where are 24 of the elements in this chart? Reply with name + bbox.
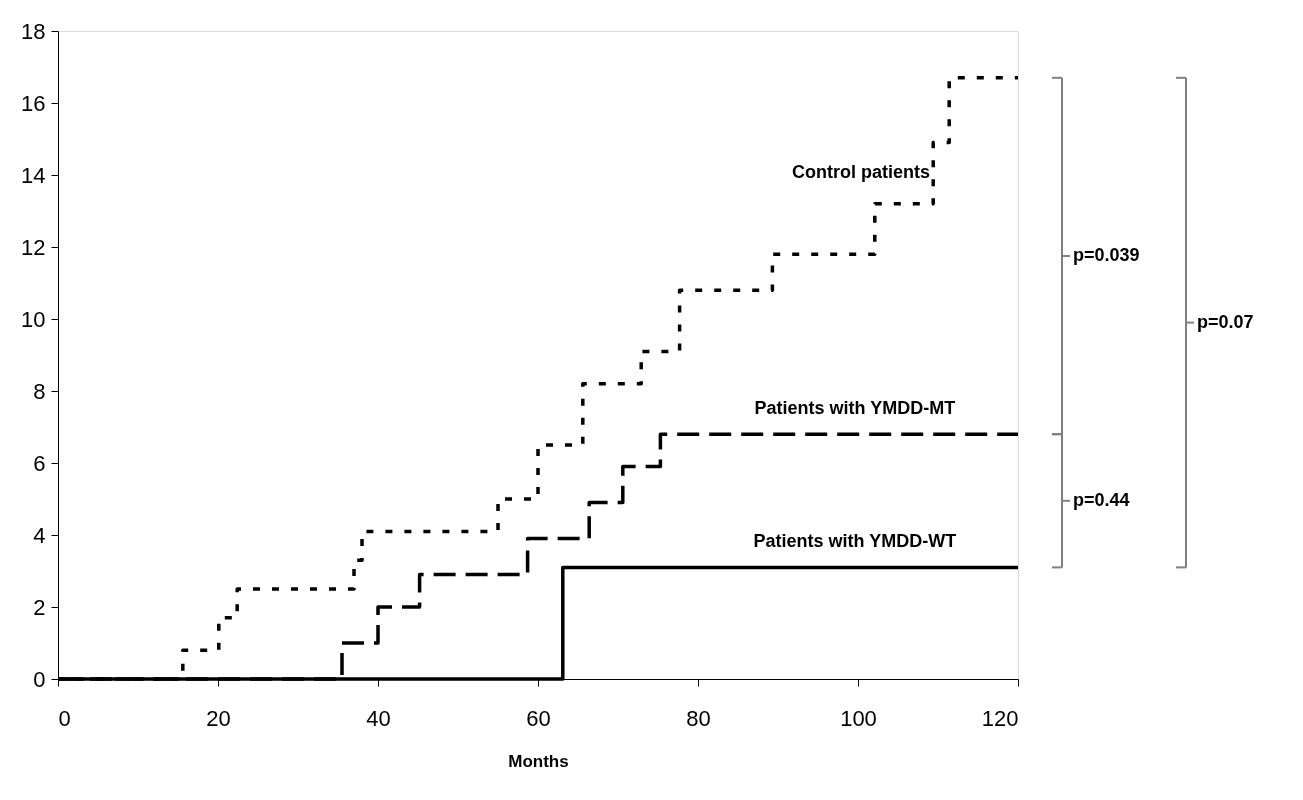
y-tick-label: 12	[21, 234, 46, 260]
x-axis-title: Months	[508, 751, 569, 771]
y-tick-label: 6	[33, 450, 46, 476]
y-tick-label: 18	[21, 18, 46, 44]
x-tick-label: 0	[58, 705, 71, 731]
x-tick-label: 120	[981, 705, 1019, 731]
y-tick-label: 8	[33, 378, 46, 404]
series-label: Control patients	[792, 161, 930, 182]
x-tick-label: 40	[366, 705, 391, 731]
y-tick-label: 16	[21, 90, 46, 116]
text: p=0.44	[1073, 489, 1130, 510]
x-tick-label: 80	[686, 705, 711, 731]
y-tick-label: 10	[21, 306, 46, 332]
y-tick-label: 4	[33, 522, 46, 548]
y-tick-label: 0	[33, 666, 46, 692]
y-tick-label: 14	[21, 162, 46, 188]
series-label: Patients with YMDD-MT	[754, 398, 956, 419]
y-tick-label: 2	[33, 594, 46, 620]
x-tick-label: 60	[526, 705, 551, 731]
x-tick-label: 20	[206, 705, 231, 731]
text: p=0.07	[1197, 311, 1254, 332]
text: p=0.039	[1073, 245, 1140, 265]
x-tick-label: 100	[840, 705, 877, 731]
series-label: Patients with YMDD-WT	[753, 531, 957, 552]
